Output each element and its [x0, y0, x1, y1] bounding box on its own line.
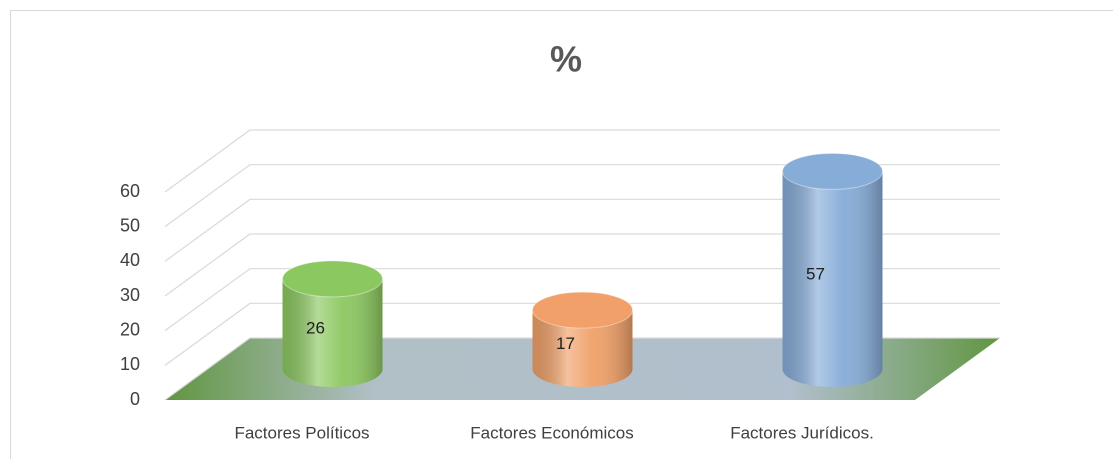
grid-line — [164, 129, 1000, 193]
bar-shade — [282, 278, 383, 387]
bar-top — [532, 291, 633, 329]
bar-top — [782, 152, 883, 190]
y-tick-label: 50 — [120, 215, 140, 235]
grid-line — [164, 268, 1000, 332]
y-tick-label: 0 — [130, 389, 140, 409]
y-tick-label: 10 — [120, 354, 140, 374]
grid-line — [164, 198, 1000, 262]
bar-shade — [782, 171, 883, 387]
x-tick-label: Factores Jurídicos. — [730, 423, 874, 442]
chart-title: % — [550, 39, 582, 80]
data-label: 17 — [556, 334, 575, 353]
y-tick-label: 30 — [120, 285, 140, 305]
x-tick-label: Factores Políticos — [234, 423, 369, 442]
y-tick-label: 20 — [120, 319, 140, 339]
grid-line — [164, 337, 1000, 401]
y-tick-label: 40 — [120, 250, 140, 270]
x-tick-label: Factores Económicos — [470, 423, 633, 442]
bar-top — [282, 260, 383, 298]
frame — [10, 10, 1113, 459]
grid-line — [164, 302, 1000, 366]
bar-shade — [532, 310, 633, 387]
grid-line — [164, 233, 1000, 297]
grid-line — [164, 164, 1000, 228]
data-label: 26 — [306, 318, 325, 337]
y-tick-label: 60 — [120, 181, 140, 201]
data-label: 57 — [806, 265, 825, 284]
